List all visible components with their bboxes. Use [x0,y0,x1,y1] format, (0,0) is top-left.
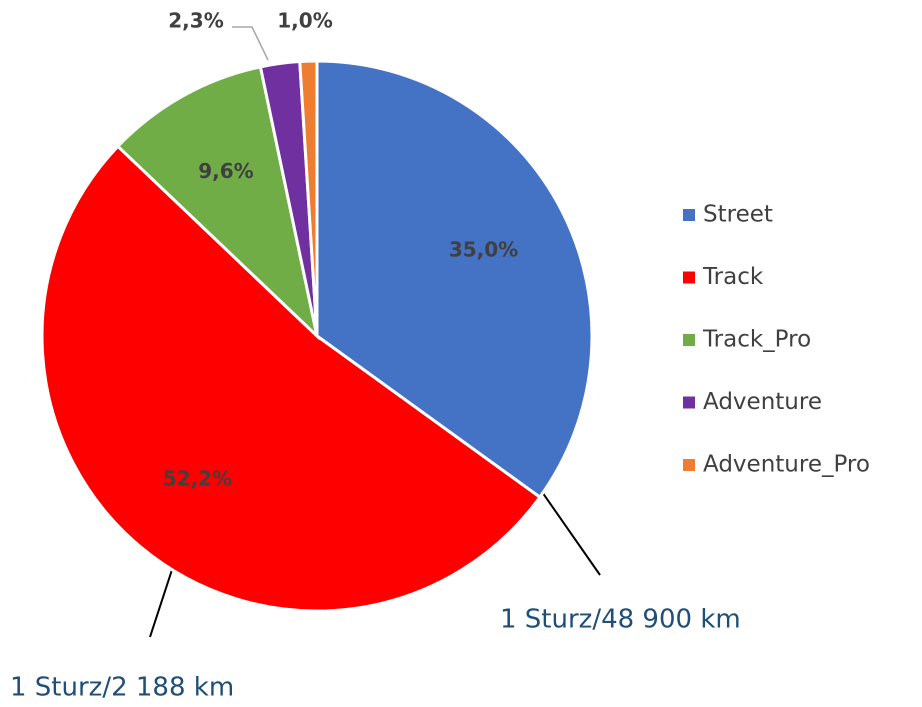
legend-label: Adventure [703,389,822,415]
pie-slice [115,65,320,341]
legend-label: Street [703,202,773,228]
value-label: 35,0% [449,237,518,261]
annotation: 1 Sturz/2 188 km [10,673,234,703]
pie-slice [315,59,594,500]
value-label: 9,6% [198,159,253,183]
value-label: 1,0% [277,9,332,33]
value-label: 2,3% [168,9,223,33]
legend-swatch [683,334,695,346]
legend-label: Track [702,264,764,290]
legend-swatch [683,271,695,284]
pie-slice [40,144,542,613]
legend-swatch [683,396,695,409]
legend-label: Track_Pro [702,327,811,353]
legend-swatch [683,209,695,221]
pie-slice [298,59,319,337]
legend-label: Adventure_Pro [703,452,870,478]
value-label: 52,2% [163,466,232,490]
leader-line [232,26,269,61]
annotation: 1 Sturz/48 900 km [500,605,741,635]
legend-swatch [683,459,695,471]
